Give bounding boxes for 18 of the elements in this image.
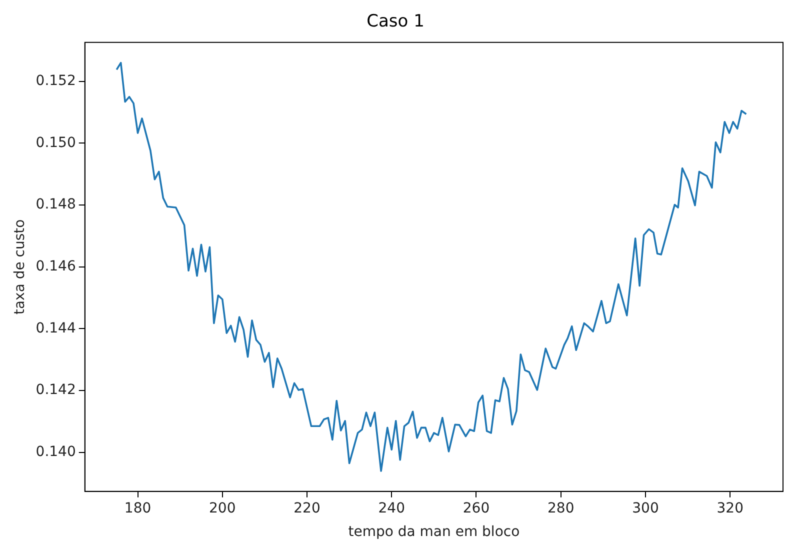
y-tick-label: 0.144	[36, 320, 76, 336]
y-tick-label: 0.148	[36, 196, 76, 213]
x-tick-label: 260	[462, 500, 490, 516]
x-tick-label: 280	[548, 500, 574, 516]
x-tick-label: 320	[716, 500, 744, 516]
x-tick-label: 220	[294, 500, 320, 516]
y-tick-label: 0.146	[36, 258, 76, 275]
x-tick-label: 300	[632, 500, 659, 516]
y-tick-label: 0.150	[36, 134, 76, 151]
x-tick-label: 200	[209, 500, 236, 516]
y-tick-label: 0.140	[36, 444, 76, 460]
x-tick-label: 240	[378, 500, 405, 516]
y-axis-title: taxa de custo	[12, 219, 28, 315]
x-tick-label: 180	[124, 500, 152, 516]
chart-title: Caso 1	[366, 12, 424, 32]
x-axis-title: tempo da man em bloco	[348, 524, 520, 540]
y-tick-label: 0.142	[36, 382, 76, 398]
y-tick-label: 0.152	[36, 73, 76, 90]
